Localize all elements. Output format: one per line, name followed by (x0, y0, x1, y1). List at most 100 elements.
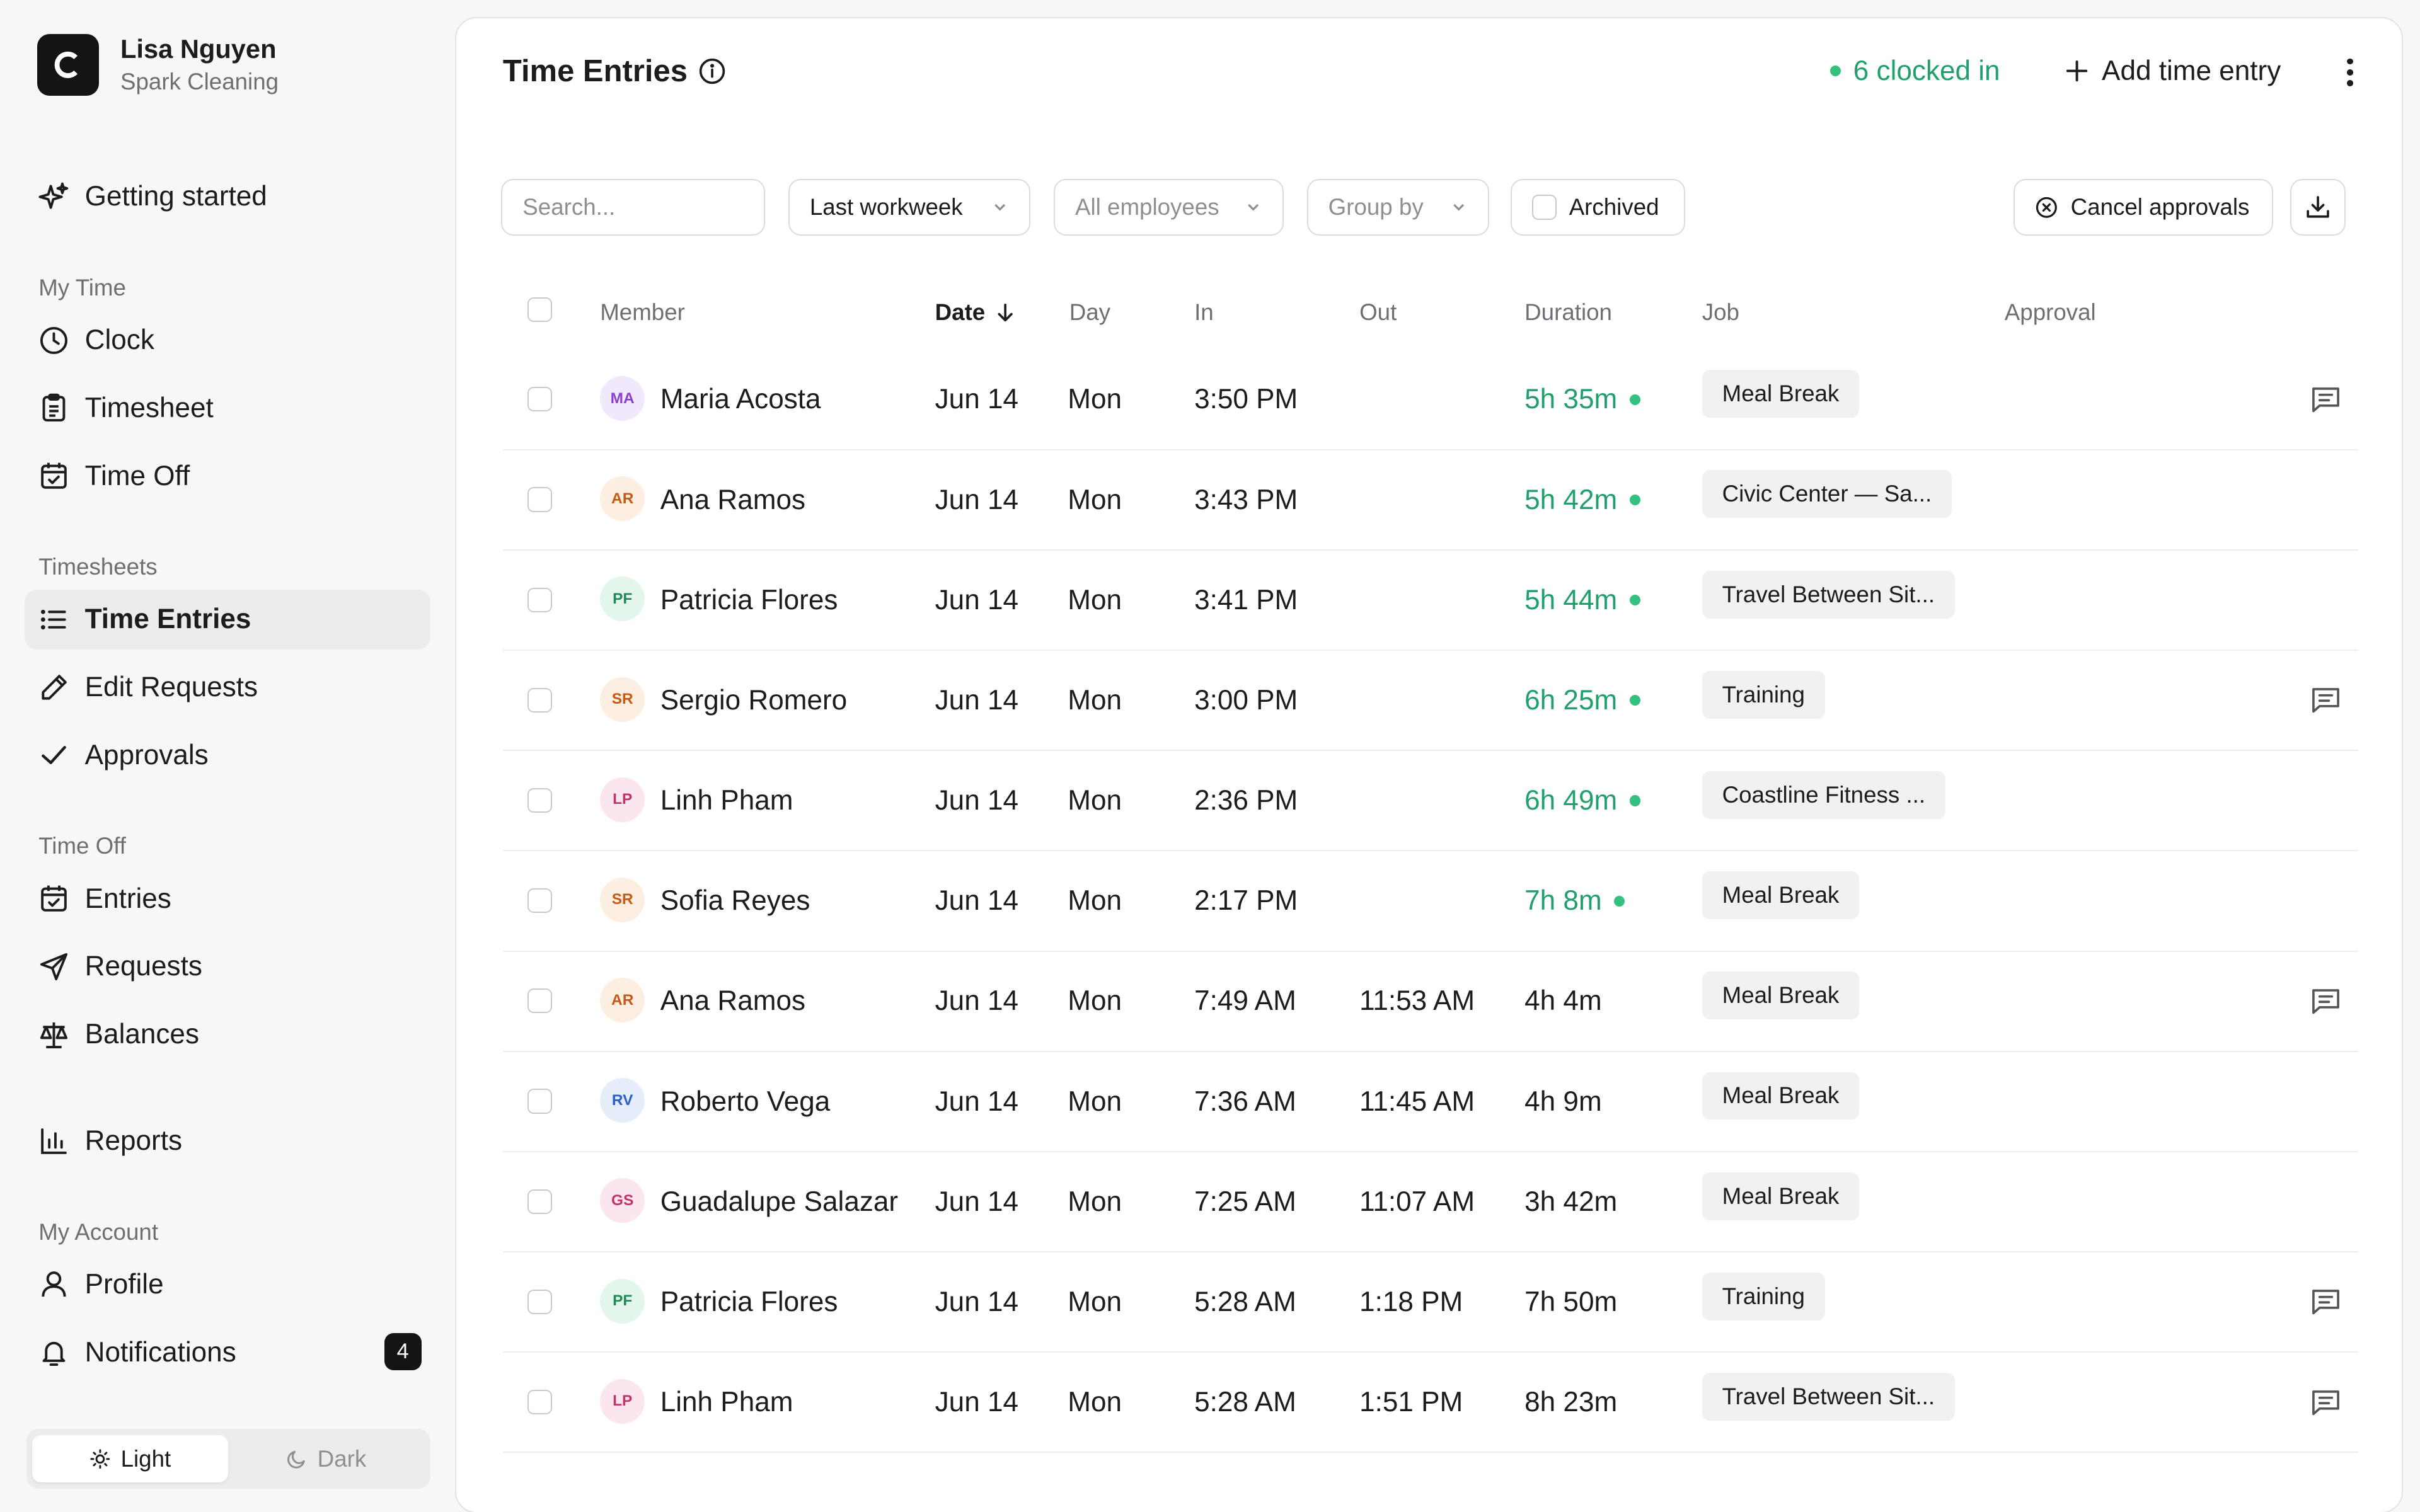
duration: 6h 49m (1524, 785, 1640, 816)
add-time-entry-button[interactable]: Add time entry (2065, 55, 2281, 87)
clock-in-time: 5:28 AM (1194, 1387, 1296, 1418)
group-by-select[interactable]: Group by (1306, 178, 1489, 236)
member-name[interactable]: Roberto Vega (660, 1085, 831, 1117)
entry-day: Mon (1068, 1387, 1122, 1418)
nav-getting-started[interactable]: Getting started (25, 166, 430, 227)
clocked-in-text: 6 clocked in (1853, 55, 2000, 86)
row-checkbox[interactable] (527, 1089, 553, 1114)
table-row[interactable]: LP Linh Pham Jun 14 Mon 5:28 AM 1:51 PM 8h 23m… (502, 1353, 2358, 1453)
member-name[interactable]: Sergio Romero (660, 684, 848, 716)
row-checkbox[interactable] (527, 1289, 553, 1314)
job-tag[interactable]: Civic Center — Sa... (1702, 470, 1952, 518)
nav-edit-requests[interactable]: Edit Requests (25, 657, 430, 718)
row-checkbox[interactable] (527, 587, 553, 612)
job-tag[interactable]: Meal Break (1702, 971, 1860, 1020)
row-checkbox[interactable] (527, 988, 553, 1014)
employees-select[interactable]: All employees (1054, 178, 1284, 236)
search-input[interactable]: Search... (501, 178, 766, 236)
col-date[interactable]: Date (935, 299, 1017, 326)
archived-checkbox[interactable] (1531, 195, 1557, 220)
plus-icon (2066, 60, 2088, 82)
bell-icon (38, 1337, 69, 1368)
clock-out-time: 1:51 PM (1359, 1387, 1463, 1418)
member-name[interactable]: Linh Pham (660, 1387, 793, 1418)
nav-time-off[interactable]: Time Off (25, 446, 430, 507)
table-row[interactable]: SR Sofia Reyes Jun 14 Mon 2:17 PM 7h 8m Meal B… (502, 851, 2358, 952)
member-name[interactable]: Ana Ramos (660, 484, 806, 515)
nav-clock[interactable]: Clock (25, 310, 430, 370)
member-name[interactable]: Guadalupe Salazar (660, 1186, 899, 1217)
theme-light-button[interactable]: Light (32, 1435, 229, 1483)
job-tag[interactable]: Coastline Fitness ... (1702, 770, 1945, 819)
table-row[interactable]: MA Maria Acosta Jun 14 Mon 3:50 PM 5h 35m Meal… (502, 350, 2358, 450)
member-name[interactable]: Patricia Flores (660, 1286, 838, 1317)
comment-icon[interactable] (2310, 1288, 2341, 1315)
date-range-select[interactable]: Last workweek (788, 178, 1031, 236)
member-name[interactable]: Linh Pham (660, 785, 793, 816)
comment-icon[interactable] (2310, 686, 2341, 714)
nav-timesheet[interactable]: Timesheet (25, 378, 430, 438)
table-row[interactable]: GS Guadalupe Salazar Jun 14 Mon 7:25 AM 11:07… (502, 1152, 2358, 1253)
nav-notifications[interactable]: Notifications 4 (25, 1322, 430, 1383)
cancel-approvals-button[interactable]: Cancel approvals (2014, 178, 2273, 236)
col-duration[interactable]: Duration (1524, 299, 1612, 325)
select-all-checkbox[interactable] (527, 297, 553, 323)
send-icon (38, 951, 69, 982)
nav-entries[interactable]: Entries (25, 869, 430, 929)
duration-value: 6h 49m (1524, 785, 1618, 816)
nav-time-entries[interactable]: Time Entries (25, 589, 431, 650)
comment-icon[interactable] (2310, 1389, 2341, 1416)
nav-requests[interactable]: Requests (25, 937, 430, 997)
table-row[interactable]: PF Patricia Flores Jun 14 Mon 5:28 AM 1:18 PM… (502, 1252, 2358, 1353)
nav-balances[interactable]: Balances (25, 1004, 430, 1065)
clock-out-time: 11:45 AM (1359, 1085, 1475, 1117)
user-name: Lisa Nguyen (120, 33, 277, 64)
row-checkbox[interactable] (527, 1189, 553, 1214)
table-row[interactable]: RV Roberto Vega Jun 14 Mon 7:36 AM 11:45 AM 4h… (502, 1052, 2358, 1152)
row-checkbox[interactable] (527, 487, 553, 512)
table-row[interactable]: AR Ana Ramos Jun 14 Mon 3:43 PM 5h 42m Civic C… (502, 450, 2358, 551)
row-checkbox[interactable] (527, 888, 553, 914)
row-checkbox[interactable] (527, 788, 553, 813)
table-row[interactable]: SR Sergio Romero Jun 14 Mon 3:00 PM 6h 25m Tra… (502, 651, 2358, 752)
row-checkbox[interactable] (527, 1389, 553, 1415)
col-in[interactable]: In (1194, 299, 1214, 325)
nav-profile[interactable]: Profile (25, 1254, 430, 1315)
archived-toggle[interactable]: Archived (1511, 178, 1685, 236)
job-tag[interactable]: Meal Break (1702, 370, 1860, 418)
download-button[interactable] (2290, 178, 2346, 236)
job-tag[interactable]: Meal Break (1702, 1172, 1860, 1220)
member-name[interactable]: Ana Ramos (660, 985, 806, 1017)
workspace-switcher[interactable]: Lisa Nguyen Spark Cleaning (37, 33, 279, 96)
info-icon[interactable] (698, 57, 726, 85)
col-out[interactable]: Out (1359, 299, 1397, 325)
more-options-icon[interactable] (2336, 55, 2364, 89)
member-name[interactable]: Sofia Reyes (660, 885, 810, 917)
theme-dark-button[interactable]: Dark (228, 1435, 424, 1483)
nav-approvals[interactable]: Approvals (25, 725, 430, 786)
col-day[interactable]: Day (1069, 299, 1111, 325)
job-tag[interactable]: Training (1702, 670, 1825, 719)
comment-icon[interactable] (2310, 987, 2341, 1015)
clock-in-time: 7:36 AM (1194, 1085, 1296, 1117)
duration: 8h 23m (1524, 1387, 1617, 1418)
nav-reports[interactable]: Reports (25, 1111, 430, 1171)
job-tag[interactable]: Travel Between Sit... (1702, 1373, 1955, 1421)
row-checkbox[interactable] (527, 687, 553, 713)
job-tag[interactable]: Travel Between Sit... (1702, 570, 1955, 619)
job-tag[interactable]: Meal Break (1702, 1072, 1860, 1120)
col-job[interactable]: Job (1702, 299, 1739, 325)
job-tag[interactable]: Training (1702, 1272, 1825, 1320)
table-row[interactable]: PF Patricia Flores Jun 14 Mon 3:41 PM 5h 44m T… (502, 551, 2358, 651)
clocked-in-indicator[interactable]: 6 clocked in (1830, 55, 2000, 87)
member-name[interactable]: Patricia Flores (660, 584, 838, 616)
nav-label: Approvals (84, 739, 209, 770)
job-tag[interactable]: Meal Break (1702, 871, 1860, 920)
table-row[interactable]: LP Linh Pham Jun 14 Mon 2:36 PM 6h 49m Coastli… (502, 751, 2358, 852)
col-member[interactable]: Member (600, 299, 685, 325)
table-row[interactable]: AR Ana Ramos Jun 14 Mon 7:49 AM 11:53 AM 4h 4m… (502, 952, 2358, 1052)
comment-icon[interactable] (2310, 386, 2341, 413)
member-name[interactable]: Maria Acosta (660, 384, 821, 415)
col-approval[interactable]: Approval (2004, 299, 2096, 325)
row-checkbox[interactable] (527, 387, 553, 412)
